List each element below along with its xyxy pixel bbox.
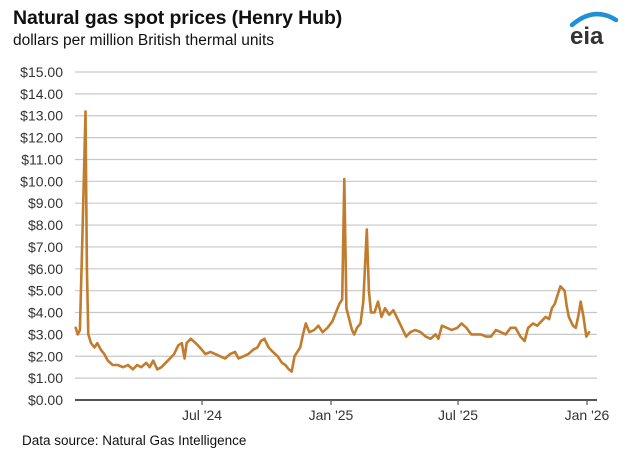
y-axis-labels: $0.00 $1.00 $2.00 $3.00 $4.00 $5.00 $6.00 $7.00… [20, 64, 63, 408]
y-tick-label: $9.00 [28, 195, 63, 211]
price-series-line [74, 110, 591, 373]
y-tick-label: $11.00 [21, 151, 63, 167]
x-tick-label: Jul '24 [182, 407, 222, 423]
data-source-note: Data source: Natural Gas Intelligence [22, 433, 247, 448]
x-tick-label: Jul '25 [438, 407, 478, 423]
gridlines [75, 71, 597, 379]
y-tick-label: $4.00 [28, 305, 63, 321]
y-tick-label: $8.00 [28, 217, 63, 233]
y-tick-label: $14.00 [20, 86, 63, 102]
y-tick-label: $5.00 [28, 283, 63, 299]
y-tick-label: $12.00 [20, 130, 63, 146]
chart-subtitle: dollars per million British thermal unit… [13, 32, 275, 49]
x-tick-label: Jan '26 [565, 407, 610, 423]
y-tick-label: $6.00 [28, 261, 63, 277]
chart-title: Natural gas spot prices (Henry Hub) [13, 7, 343, 29]
eia-logo-icon: eia [569, 11, 618, 48]
y-tick-label: $0.00 [28, 392, 63, 408]
x-axis: Jul '24 Jan '25 Jul '25 Jan '26 [75, 399, 610, 423]
y-tick-label: $15.00 [20, 64, 63, 80]
y-tick-label: $7.00 [28, 239, 63, 255]
logo-arc [569, 11, 618, 28]
logo-text: eia [570, 23, 604, 48]
y-tick-label: $13.00 [20, 108, 63, 124]
y-tick-label: $10.00 [20, 173, 63, 189]
y-tick-label: $3.00 [28, 326, 63, 342]
y-tick-label: $2.00 [28, 348, 63, 364]
x-tick-label: Jan '25 [309, 407, 354, 423]
y-tick-label: $1.00 [28, 370, 63, 386]
